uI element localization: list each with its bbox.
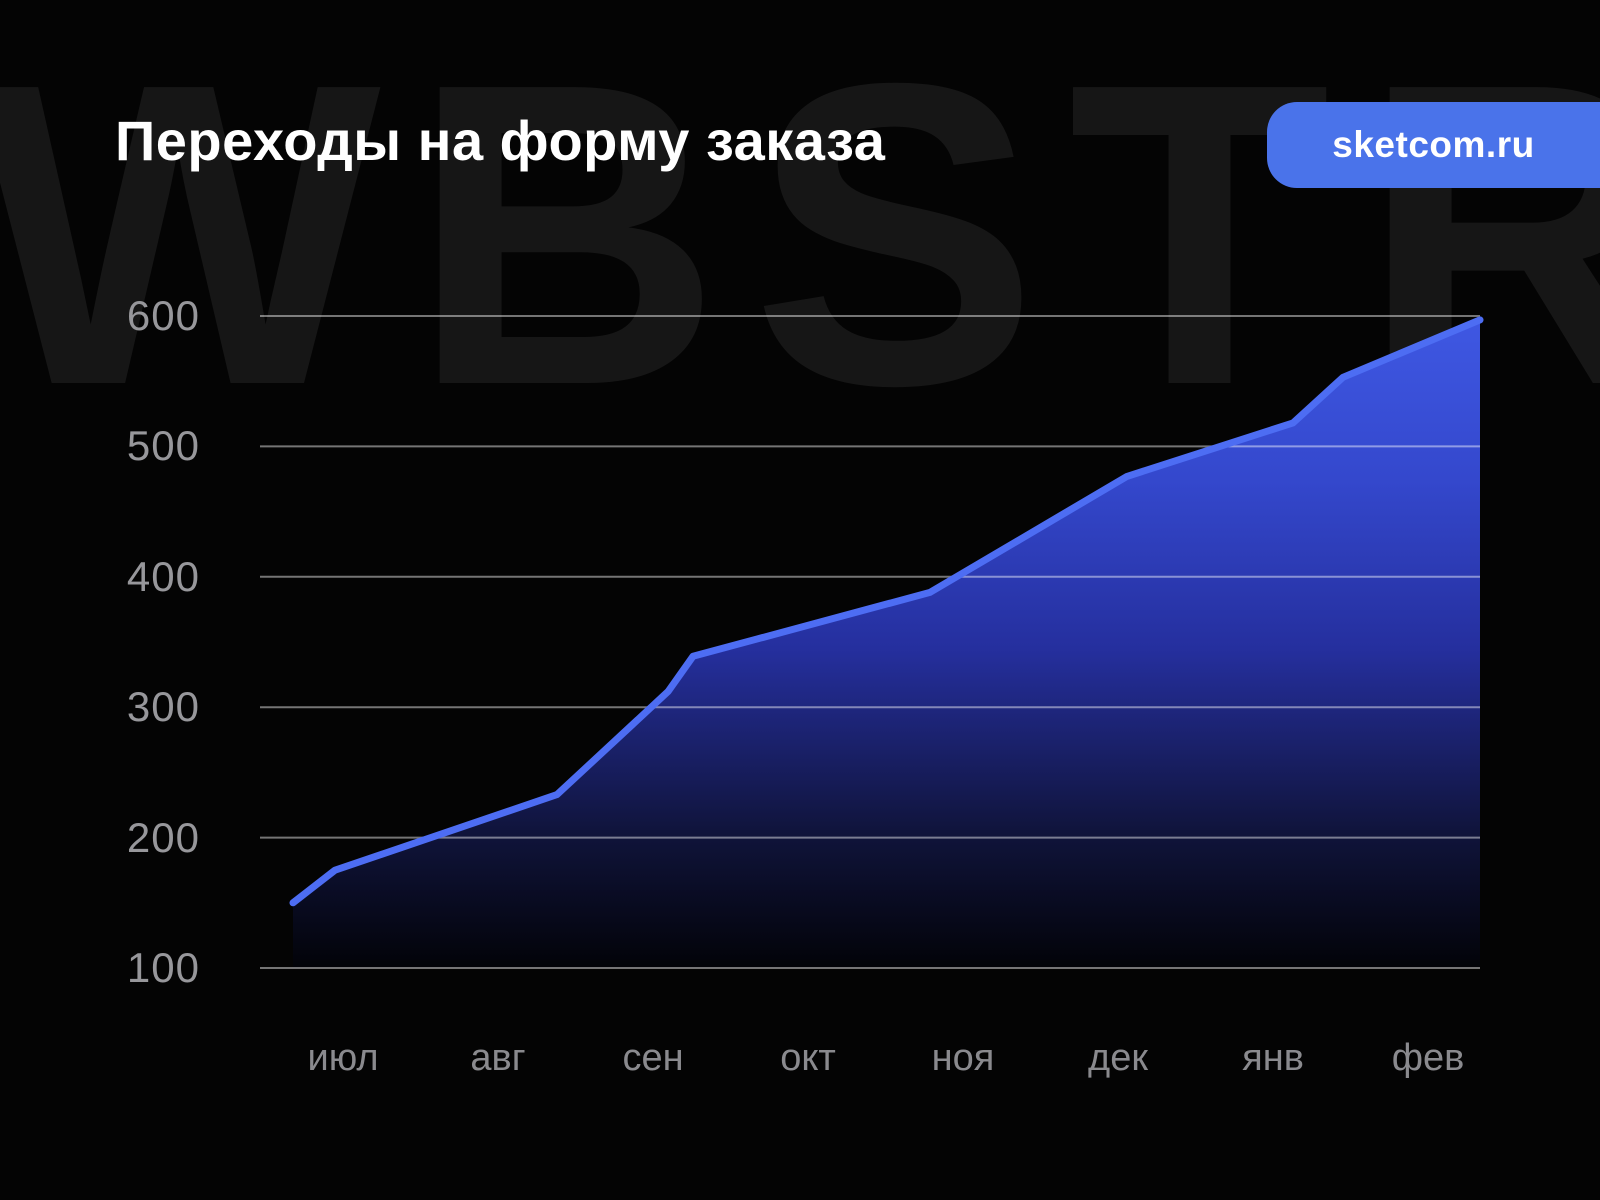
y-tick-label-400: 400 [126, 552, 200, 600]
x-tick-label-ноя: ноя [931, 1037, 995, 1079]
area-fill [293, 319, 1480, 968]
x-tick-label-дек: дек [1088, 1037, 1148, 1079]
y-tick-label-100: 100 [126, 944, 200, 991]
x-tick-label-окт: окт [780, 1037, 836, 1079]
data-line [289, 316, 1484, 907]
y-tick-label-200: 200 [126, 813, 200, 861]
brand-badge[interactable]: sketcom.ru [1267, 102, 1600, 188]
x-tick-label-фев: фев [1391, 1037, 1465, 1079]
y-tick-label-300: 300 [126, 683, 200, 731]
y-tick-label-500: 500 [126, 422, 200, 470]
chart-title: Переходы на форму заказа [115, 109, 886, 172]
x-tick-label-сен: сен [622, 1037, 684, 1079]
x-tick-label-июл: июл [307, 1037, 379, 1079]
background-watermark-text: WBSTR [0, 0, 1600, 475]
x-tick-label-янв: янв [1242, 1037, 1304, 1079]
brand-badge-label: sketcom.ru [1332, 124, 1535, 165]
x-tick-label-авг: авг [470, 1037, 526, 1079]
y-tick-label-600: 600 [126, 292, 200, 339]
